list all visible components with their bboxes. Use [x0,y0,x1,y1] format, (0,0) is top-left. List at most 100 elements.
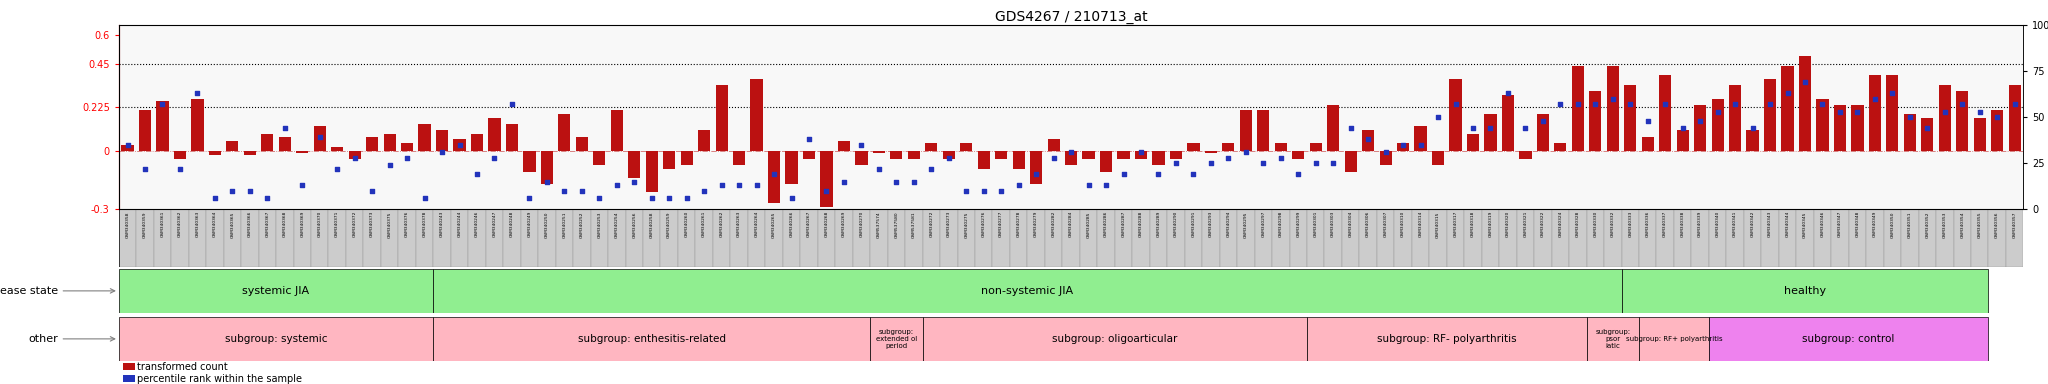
Bar [942,151,954,159]
Point [215,188,248,194]
Bar [713,209,731,267]
Bar [1290,209,1307,267]
Bar [1325,209,1341,267]
Point [1212,155,1245,161]
Point [1298,160,1331,166]
Text: subgroup: oligoarticular: subgroup: oligoarticular [1053,334,1178,344]
Text: GSM537581: GSM537581 [911,211,915,238]
Bar [2005,209,2023,267]
Bar [803,151,815,159]
Bar [821,151,834,207]
Bar [123,364,135,370]
Text: GSM340250: GSM340250 [545,211,549,238]
Point [1247,160,1280,166]
Point [442,142,475,148]
Text: GSM340290: GSM340290 [1174,211,1178,237]
Bar [1501,95,1513,151]
Point [1929,109,1962,115]
Point [1264,155,1296,161]
Bar [907,151,920,159]
Bar [1534,209,1552,267]
Bar [1079,209,1098,267]
Bar [276,209,293,267]
Bar [1083,151,1096,159]
Text: GSM340359: GSM340359 [143,211,147,238]
Bar [659,209,678,267]
Bar [664,151,676,169]
Bar [1849,209,1866,267]
Point [915,166,948,172]
Bar [1028,209,1044,267]
Text: GSM340348: GSM340348 [1855,211,1860,237]
Bar [573,209,590,267]
Text: subgroup: enthesitis-related: subgroup: enthesitis-related [578,334,725,344]
Point [811,188,844,194]
Bar [1833,104,1845,151]
Bar [922,209,940,267]
Point [600,182,633,189]
Text: GSM340332: GSM340332 [1612,211,1614,237]
Bar [1935,209,1954,267]
Point [287,182,319,189]
Point [1544,101,1577,107]
Text: GSM340270: GSM340270 [860,211,864,237]
Point [1823,109,1855,115]
Text: GSM340273: GSM340273 [946,211,950,237]
Point [1370,149,1403,155]
Bar [293,209,311,267]
Point [180,90,213,96]
Point [1282,171,1315,177]
Bar [453,139,465,151]
Text: GSM340247: GSM340247 [492,211,496,237]
Text: GSM340349: GSM340349 [1874,211,1876,237]
Point [1405,142,1438,148]
Text: GSM340371: GSM340371 [336,211,340,237]
Bar [645,151,657,192]
Point [111,142,143,148]
Text: GSM340356: GSM340356 [1995,211,1999,238]
Bar [1411,209,1430,267]
Bar [1552,209,1569,267]
Bar [1098,209,1114,267]
Bar [207,209,223,267]
Bar [485,209,504,267]
Bar [1817,99,1829,151]
Bar [381,209,399,267]
Text: GSM340261: GSM340261 [702,211,707,237]
Text: subgroup: RF+ polyarthritis: subgroup: RF+ polyarthritis [1626,336,1722,342]
Bar [733,151,745,165]
Text: GSM340363: GSM340363 [195,211,199,237]
Text: GSM340275: GSM340275 [965,211,969,238]
Point [688,188,721,194]
Text: GSM340297: GSM340297 [1262,211,1266,237]
Bar [172,209,188,267]
Point [635,195,668,201]
Bar [1782,66,1794,151]
Text: GSM340288: GSM340288 [1139,211,1143,237]
Point [1317,160,1350,166]
Bar [362,209,381,267]
Bar [1604,209,1622,267]
Point [739,182,772,189]
Point [967,188,999,194]
Text: GSM340321: GSM340321 [1524,211,1528,237]
Text: GSM340265: GSM340265 [772,211,776,238]
Text: GSM340278: GSM340278 [1016,211,1020,237]
Bar [123,376,135,382]
Bar [1047,139,1059,151]
Bar [1237,209,1255,267]
Bar [154,209,172,267]
Point [1806,101,1839,107]
Text: GSM340337: GSM340337 [1663,211,1667,237]
Bar [748,209,766,267]
Bar [1415,126,1427,151]
Bar [1673,209,1692,267]
Point [1475,125,1507,131]
Text: GSM340284: GSM340284 [1069,211,1073,237]
Bar [1327,104,1339,151]
Text: GSM340244: GSM340244 [457,211,461,237]
Point [1595,96,1628,102]
Bar [504,209,520,267]
Bar [119,269,434,313]
Bar [1167,209,1184,267]
